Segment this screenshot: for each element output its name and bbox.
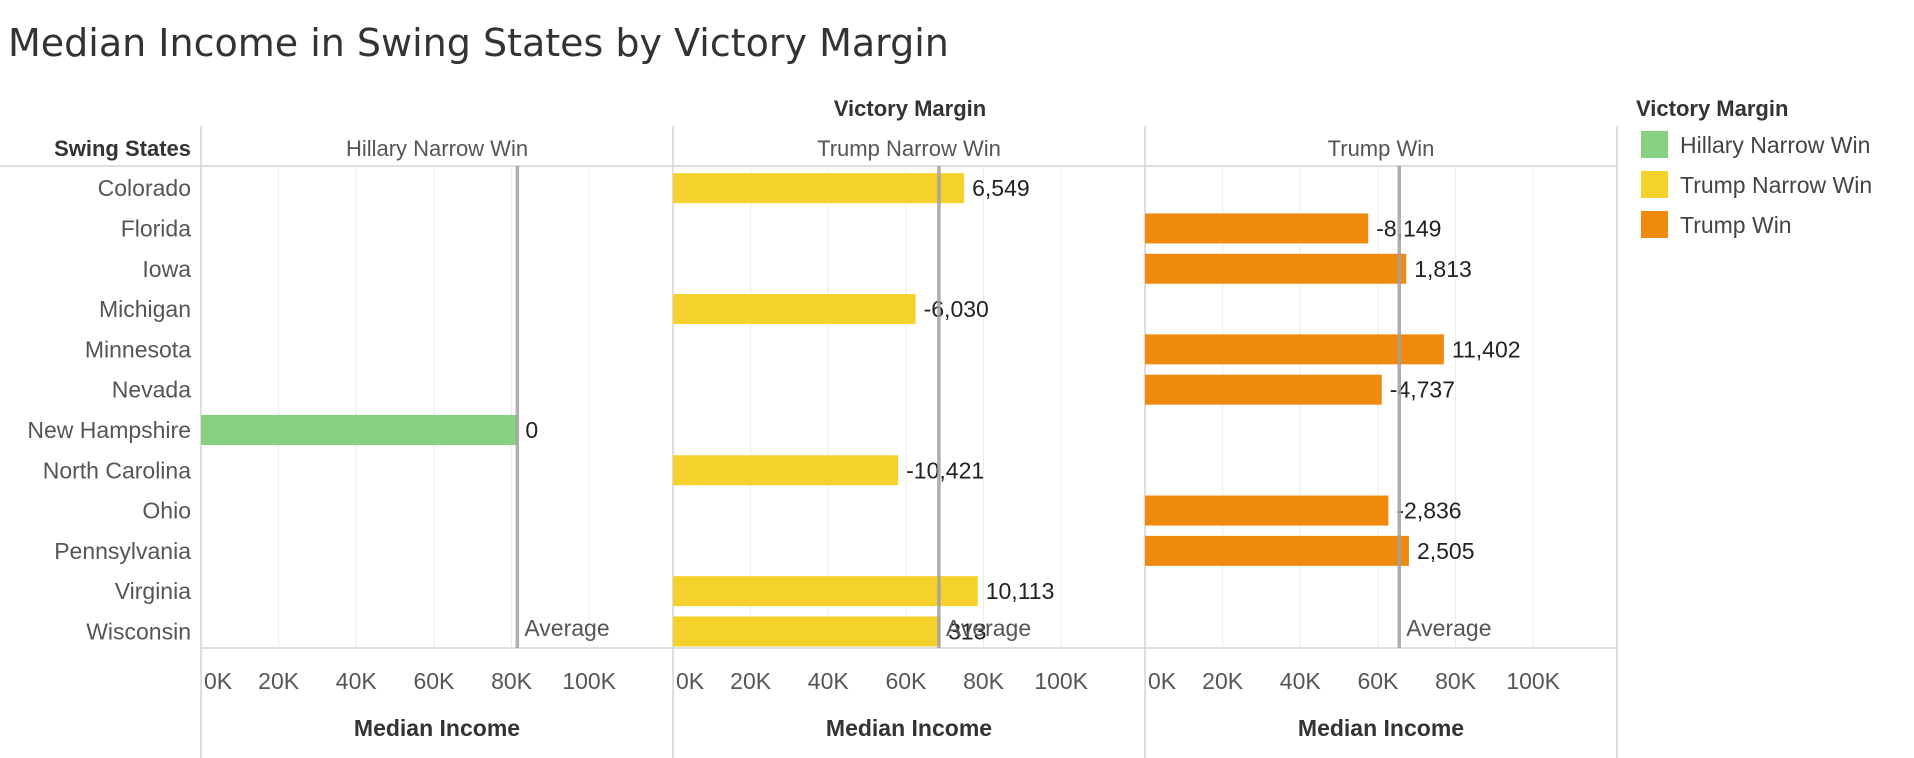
bar-value-label: -10,421 <box>906 457 984 483</box>
row-label: Colorado <box>98 175 191 201</box>
bar-value-label: -8,149 <box>1376 215 1441 241</box>
x-tick-label: 100K <box>1034 668 1088 694</box>
legend-swatch <box>1641 171 1668 198</box>
x-tick-label: 40K <box>808 668 850 694</box>
x-tick-label: 40K <box>1280 668 1322 694</box>
bar-value-label: 1,813 <box>1414 256 1472 282</box>
x-tick-label: 60K <box>413 668 455 694</box>
x-tick-label: 80K <box>1435 668 1477 694</box>
legend-label: Hillary Narrow Win <box>1680 132 1870 158</box>
average-label: Average <box>1406 615 1491 641</box>
bar <box>201 415 517 445</box>
x-tick-label: 0K <box>204 668 233 694</box>
chart-title: Median Income in Swing States by Victory… <box>8 21 949 65</box>
row-label: Wisconsin <box>86 618 191 644</box>
x-tick-label: 80K <box>963 668 1005 694</box>
row-label: Minnesota <box>85 336 191 362</box>
average-label: Average <box>946 615 1031 641</box>
x-tick-label: 0K <box>676 668 705 694</box>
bar-value-label: -6,030 <box>924 296 989 322</box>
row-label: Michigan <box>99 296 191 322</box>
row-label: Ohio <box>142 498 191 524</box>
row-label: Pennsylvania <box>54 538 191 564</box>
x-tick-label: 60K <box>885 668 927 694</box>
row-header: Swing States <box>54 136 191 161</box>
row-label: North Carolina <box>43 457 191 483</box>
bar <box>1145 536 1409 566</box>
x-tick-label: 20K <box>1202 668 1244 694</box>
bar-value-label: 10,113 <box>986 578 1055 604</box>
panel-header: Hillary Narrow Win <box>346 136 528 161</box>
bar <box>1145 254 1406 284</box>
x-axis-title: Median Income <box>1298 715 1464 741</box>
x-tick-label: 100K <box>562 668 616 694</box>
bar <box>673 616 940 646</box>
legend-swatch <box>1641 211 1668 238</box>
bar <box>1145 213 1368 243</box>
x-axis-title: Median Income <box>826 715 992 741</box>
bar-value-label: -2,836 <box>1396 498 1461 524</box>
x-tick-label: 20K <box>730 668 772 694</box>
bar-value-label: 2,505 <box>1417 538 1475 564</box>
row-label: Virginia <box>115 578 191 604</box>
bar <box>673 455 898 485</box>
legend-label: Trump Win <box>1680 212 1792 238</box>
panel-header: Trump Narrow Win <box>817 136 1001 161</box>
x-tick-label: 60K <box>1357 668 1399 694</box>
legend-title: Victory Margin <box>1636 96 1788 121</box>
x-axis-title: Median Income <box>354 715 520 741</box>
row-label: Nevada <box>112 377 191 403</box>
row-label: New Hampshire <box>27 417 191 443</box>
bar-value-label: 0 <box>525 417 538 443</box>
x-tick-label: 40K <box>336 668 378 694</box>
legend-swatch <box>1641 131 1668 158</box>
bar <box>673 173 964 203</box>
legend: Victory Margin Hillary Narrow Win Trump Na… <box>1636 96 1872 238</box>
average-label: Average <box>524 615 609 641</box>
legend-label: Trump Narrow Win <box>1680 172 1872 198</box>
x-tick-label: 20K <box>258 668 300 694</box>
bar-value-label: 6,549 <box>972 175 1030 201</box>
row-label: Iowa <box>142 256 191 282</box>
bar <box>673 294 916 324</box>
bar <box>673 576 978 606</box>
bar <box>1145 375 1382 405</box>
panels-layer: Colorado Florida Iowa Michigan Minnesota Neva… <box>0 126 1617 758</box>
x-tick-label: 100K <box>1506 668 1560 694</box>
row-label: Florida <box>121 215 192 241</box>
bar <box>1145 496 1388 526</box>
bar-value-label: 11,402 <box>1452 336 1521 362</box>
x-tick-label: 80K <box>491 668 533 694</box>
x-tick-label: 0K <box>1148 668 1177 694</box>
panel-header: Trump Win <box>1328 136 1435 161</box>
column-header: Victory Margin <box>834 96 986 121</box>
